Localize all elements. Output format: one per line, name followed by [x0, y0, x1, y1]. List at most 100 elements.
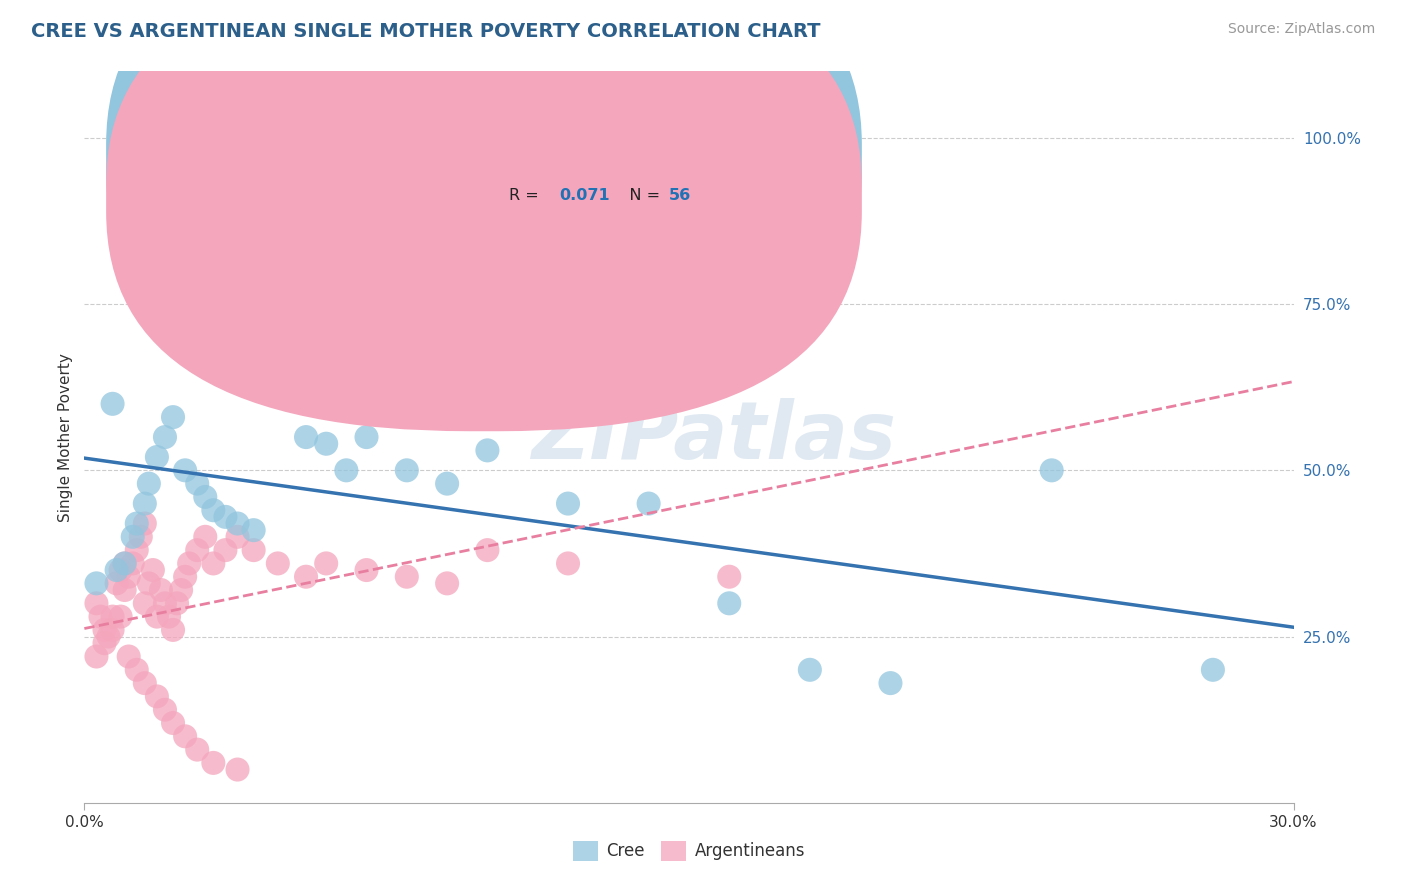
Point	[170, 582, 193, 597]
Point	[146, 609, 169, 624]
Text: N =: N =	[614, 188, 665, 203]
Point	[101, 609, 124, 624]
Point	[118, 649, 141, 664]
Point	[134, 497, 156, 511]
Point	[153, 596, 176, 610]
Point	[121, 557, 143, 571]
Point	[125, 516, 148, 531]
Point	[174, 463, 197, 477]
Text: ZIPatlas: ZIPatlas	[530, 398, 896, 476]
Point	[295, 570, 318, 584]
Point	[267, 557, 290, 571]
Point	[214, 543, 236, 558]
Text: R =: R =	[509, 148, 544, 163]
Point	[436, 576, 458, 591]
Point	[121, 530, 143, 544]
Point	[146, 690, 169, 704]
Point	[142, 563, 165, 577]
Point	[86, 576, 108, 591]
Point	[162, 716, 184, 731]
Point	[101, 397, 124, 411]
Point	[226, 530, 249, 544]
Point	[174, 570, 197, 584]
Point	[315, 436, 337, 450]
Text: Source: ZipAtlas.com: Source: ZipAtlas.com	[1227, 22, 1375, 37]
Point	[134, 596, 156, 610]
Point	[436, 476, 458, 491]
Point	[557, 497, 579, 511]
Text: 34: 34	[668, 148, 690, 163]
Point	[335, 463, 357, 477]
Point	[134, 516, 156, 531]
Point	[86, 649, 108, 664]
Point	[162, 623, 184, 637]
Point	[125, 663, 148, 677]
Point	[267, 297, 290, 311]
Point	[202, 251, 225, 265]
FancyBboxPatch shape	[447, 108, 713, 225]
Point	[202, 557, 225, 571]
Legend: Cree, Argentineans: Cree, Argentineans	[567, 834, 811, 868]
Point	[118, 570, 141, 584]
Point	[149, 582, 172, 597]
Point	[295, 430, 318, 444]
Text: 0.344: 0.344	[560, 148, 610, 163]
Point	[879, 676, 901, 690]
Point	[110, 563, 132, 577]
Point	[157, 609, 180, 624]
Point	[637, 330, 659, 344]
Point	[186, 476, 208, 491]
Point	[718, 596, 741, 610]
Point	[356, 430, 378, 444]
Point	[202, 503, 225, 517]
Point	[114, 582, 136, 597]
Point	[202, 756, 225, 770]
Point	[125, 543, 148, 558]
Point	[179, 557, 201, 571]
Point	[101, 623, 124, 637]
Point	[174, 729, 197, 743]
Text: N =: N =	[614, 148, 665, 163]
Point	[226, 516, 249, 531]
Point	[194, 490, 217, 504]
Point	[134, 676, 156, 690]
Point	[1202, 663, 1225, 677]
Point	[637, 497, 659, 511]
Point	[138, 576, 160, 591]
Point	[477, 543, 499, 558]
Point	[477, 443, 499, 458]
Point	[138, 476, 160, 491]
Point	[105, 563, 128, 577]
Point	[186, 543, 208, 558]
Point	[194, 530, 217, 544]
Text: CREE VS ARGENTINEAN SINGLE MOTHER POVERTY CORRELATION CHART: CREE VS ARGENTINEAN SINGLE MOTHER POVERT…	[31, 22, 821, 41]
Point	[242, 543, 264, 558]
Point	[129, 530, 152, 544]
Point	[186, 742, 208, 756]
Point	[93, 623, 115, 637]
Point	[153, 703, 176, 717]
Point	[718, 570, 741, 584]
Point	[226, 763, 249, 777]
Point	[395, 463, 418, 477]
Point	[395, 570, 418, 584]
Point	[89, 609, 111, 624]
Point	[162, 410, 184, 425]
Point	[97, 630, 120, 644]
Point	[356, 563, 378, 577]
Point	[153, 430, 176, 444]
Y-axis label: Single Mother Poverty: Single Mother Poverty	[58, 352, 73, 522]
Point	[146, 450, 169, 464]
Point	[242, 523, 264, 537]
Text: 0.071: 0.071	[560, 188, 610, 203]
Point	[114, 557, 136, 571]
Text: 56: 56	[668, 188, 690, 203]
Point	[110, 609, 132, 624]
Point	[105, 576, 128, 591]
Point	[86, 596, 108, 610]
FancyBboxPatch shape	[105, 0, 862, 391]
Point	[315, 557, 337, 571]
Text: R =: R =	[509, 188, 544, 203]
Point	[214, 509, 236, 524]
Point	[114, 557, 136, 571]
